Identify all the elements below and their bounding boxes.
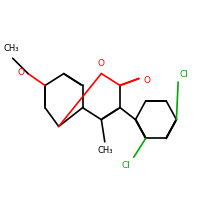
Text: O: O: [18, 68, 25, 77]
Text: O: O: [143, 76, 150, 85]
Text: O: O: [97, 59, 104, 68]
Text: Cl: Cl: [121, 161, 130, 170]
Text: Cl: Cl: [180, 70, 189, 79]
Text: CH₃: CH₃: [98, 146, 113, 155]
Text: CH₃: CH₃: [3, 44, 19, 53]
